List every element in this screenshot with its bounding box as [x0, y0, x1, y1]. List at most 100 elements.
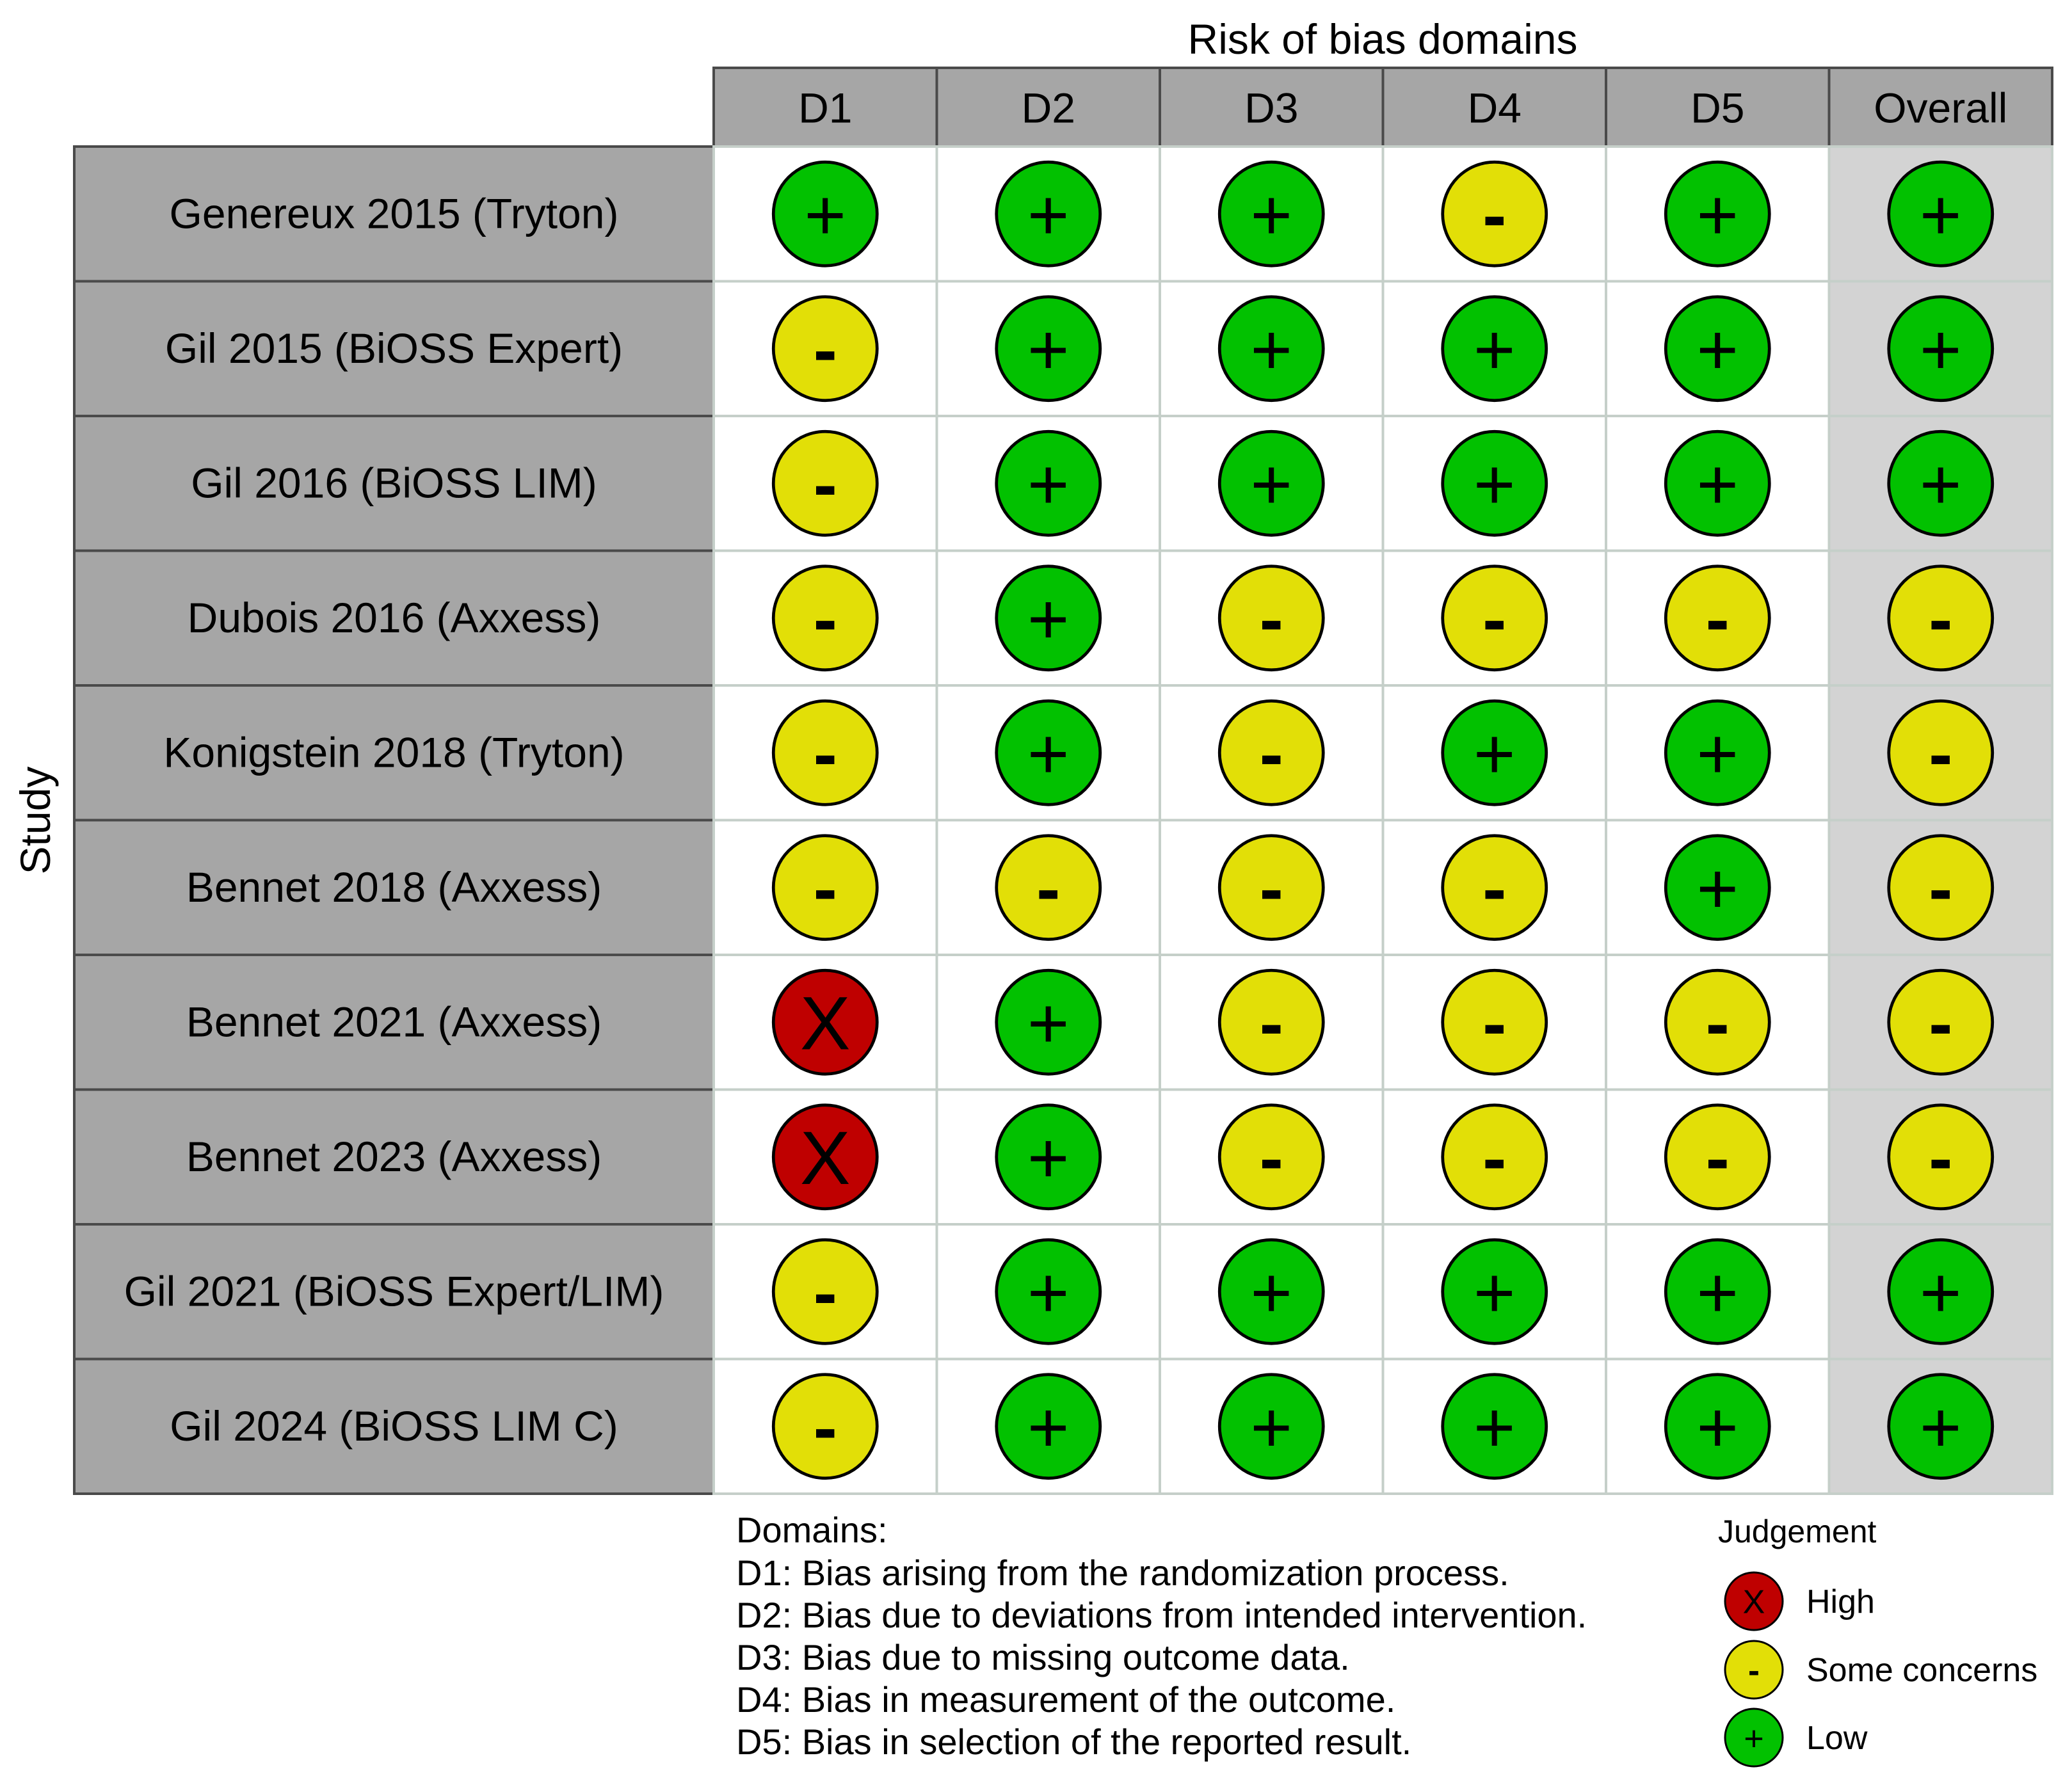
- judgement-low-marker-symbol: +: [1027, 445, 1069, 525]
- judgement-some-concerns-marker: [1217, 968, 1325, 1076]
- judgement-low-marker-symbol: +: [805, 175, 846, 255]
- judgement-low-marker: [995, 295, 1102, 403]
- study-label: Bennet 2023 (Axxess): [186, 1133, 602, 1180]
- judgement-some-concerns-marker-symbol: -: [1482, 175, 1506, 255]
- study-label-cell: [73, 1223, 715, 1361]
- column-header-label: D2: [1022, 84, 1075, 132]
- judgement-some-concerns-marker-symbol: -: [814, 579, 837, 659]
- judgement-low-marker-symbol: +: [1920, 175, 1961, 255]
- judgement-some-concerns-marker: [1887, 564, 1995, 672]
- judgement-some-concerns-marker: [995, 834, 1102, 941]
- domains-legend: Domains: D1: Bias arising from the rando…: [736, 1510, 1587, 1762]
- judgement-some-concerns-marker: [1664, 1103, 1771, 1211]
- judgement-some-concerns-marker-symbol: -: [1706, 579, 1730, 659]
- judgement-low-marker: [1217, 295, 1325, 403]
- domain-description: D2: Bias due to deviations from intended…: [736, 1595, 1587, 1635]
- judgement-some-concerns-marker-symbol: -: [814, 714, 837, 794]
- study-label-cell: [73, 145, 715, 283]
- judgement-low-marker-symbol: +: [1027, 714, 1069, 794]
- judgement-low-marker-symbol: +: [1697, 310, 1739, 390]
- judgement-low-marker: [1887, 429, 1995, 537]
- domain-description: D1: Bias arising from the randomization …: [736, 1553, 1509, 1593]
- judgement-low-marker-symbol: +: [1697, 714, 1739, 794]
- judgement-some-concerns-marker-symbol: -: [814, 1387, 837, 1467]
- legend-label-high: High: [1806, 1583, 1875, 1620]
- judgement-some-concerns-marker: [1217, 1103, 1325, 1211]
- judgement-low-marker: [1664, 699, 1771, 806]
- judgement-low-marker-symbol: +: [1920, 1387, 1961, 1467]
- column-header-d1: [712, 67, 938, 148]
- judgement-some-concerns-marker-symbol: -: [814, 310, 837, 390]
- study-label: Dubois 2016 (Axxess): [188, 594, 601, 641]
- judgement-low-marker-symbol: +: [1697, 1387, 1739, 1467]
- judgement-low-marker-symbol: +: [1474, 310, 1515, 390]
- study-label: Konigstein 2018 (Tryton): [163, 728, 624, 776]
- column-header-label: D4: [1468, 84, 1522, 132]
- judgement-some-concerns-marker: [1217, 834, 1325, 941]
- domain-description: D5: Bias in selection of the reported re…: [736, 1722, 1411, 1762]
- judgement-low-marker-symbol: +: [1474, 445, 1515, 525]
- judgement-low-marker: [1664, 295, 1771, 403]
- judgement-low-marker: [1441, 295, 1548, 403]
- judgement-some-concerns-marker-symbol: -: [1260, 1118, 1283, 1198]
- column-header-label: D3: [1244, 84, 1298, 132]
- study-label: Genereux 2015 (Tryton): [170, 189, 619, 237]
- judgement-some-concerns-marker-symbol: -: [1929, 714, 1952, 794]
- judgement-some-concerns-marker: [1887, 1103, 1995, 1211]
- study-label-cell: [73, 954, 715, 1091]
- judgement-some-concerns-marker-symbol: -: [1036, 849, 1060, 929]
- judgement-low-marker: [1664, 1238, 1771, 1345]
- judgement-low-marker: [995, 699, 1102, 806]
- judgement-low-marker-symbol: +: [1027, 310, 1069, 390]
- judgement-low-marker: [1217, 429, 1325, 537]
- judgement-low-marker-symbol: +: [1251, 1387, 1292, 1467]
- judgement-some-concerns-marker: [771, 1238, 879, 1345]
- judgement-low-marker: [995, 968, 1102, 1076]
- judgement-low-marker: [1664, 1373, 1771, 1480]
- study-label: Bennet 2021 (Axxess): [186, 998, 602, 1045]
- judgement-low-marker: [1664, 160, 1771, 268]
- judgement-some-concerns-marker: [1441, 834, 1548, 941]
- legend-label-low: Low: [1806, 1720, 1868, 1757]
- judgement-some-concerns-marker: [771, 295, 879, 403]
- judgement-low-marker: [1217, 1238, 1325, 1345]
- judgement-low-marker: [1887, 1373, 1995, 1480]
- judgement-some-concerns-marker-symbol: -: [1260, 714, 1283, 794]
- study-label: Gil 2024 (BiOSS LIM C): [170, 1402, 618, 1450]
- judgement-low-marker-symbol: +: [1251, 175, 1292, 255]
- judgement-low-marker: [1441, 699, 1548, 806]
- judgement-some-concerns-marker-symbol: -: [1260, 849, 1283, 929]
- judgement-low-marker: [1217, 1373, 1325, 1480]
- judgement-low-marker-symbol: +: [1251, 1253, 1292, 1333]
- judgement-low-marker-symbol: +: [1697, 849, 1739, 929]
- judgement-low-marker: [1887, 1238, 1995, 1345]
- judgement-some-concerns-marker: [771, 834, 879, 941]
- study-label-cell: [73, 1357, 715, 1495]
- judgement-some-concerns-marker-symbol: -: [1929, 579, 1952, 659]
- judgement-low-marker-symbol: +: [1920, 310, 1961, 390]
- judgement-low-marker-symbol: +: [1027, 1253, 1069, 1333]
- judgement-low-marker-symbol: +: [1251, 310, 1292, 390]
- judgement-low-marker-symbol: +: [1027, 1118, 1069, 1198]
- judgement-low-marker: [1441, 1373, 1548, 1480]
- judgement-low-marker: [1887, 295, 1995, 403]
- column-header-label: D5: [1691, 84, 1744, 132]
- judgement-some-concerns-marker: [771, 429, 879, 537]
- judgement-some-concerns-marker-symbol: -: [1260, 984, 1283, 1064]
- judgement-high-marker: [771, 1103, 879, 1211]
- judgement-low-marker: [995, 1103, 1102, 1211]
- judgement-low-marker: [1887, 160, 1995, 268]
- legend-marker-high-symbol: X: [1743, 1584, 1765, 1621]
- judgement-some-concerns-marker-symbol: -: [1260, 579, 1283, 659]
- judgement-some-concerns-marker: [771, 699, 879, 806]
- judgement-low-marker: [995, 1238, 1102, 1345]
- judgement-some-concerns-marker: [1217, 564, 1325, 672]
- judgement-some-concerns-marker: [771, 564, 879, 672]
- column-header-d2: [935, 67, 1161, 148]
- study-label-cell: [73, 1088, 715, 1226]
- study-label: Gil 2015 (BiOSS Expert): [165, 324, 623, 372]
- grid-frame: [712, 145, 2053, 1495]
- judgement-some-concerns-marker: [1441, 968, 1548, 1076]
- judgement-low-marker: [995, 564, 1102, 672]
- judgement-high-marker-symbol: X: [800, 1116, 851, 1201]
